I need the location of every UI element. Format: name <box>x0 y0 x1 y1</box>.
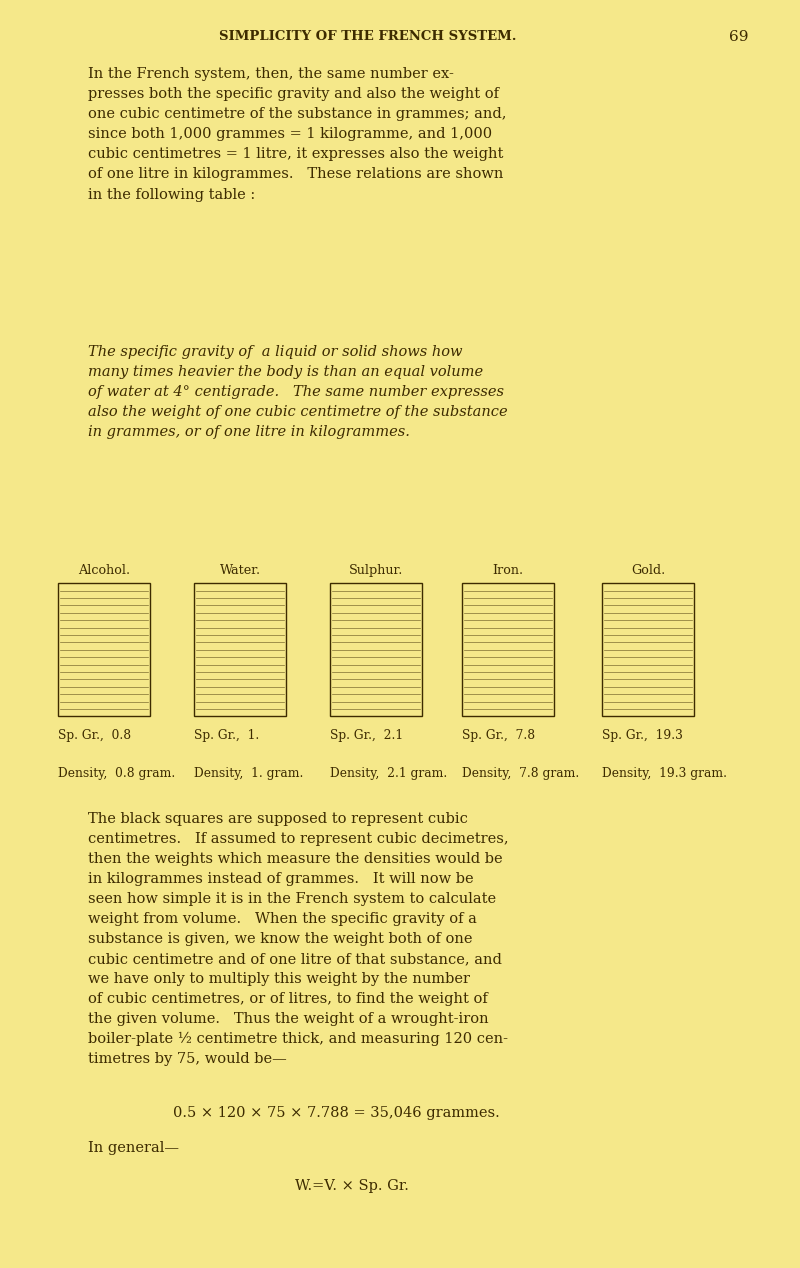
Text: SIMPLICITY OF THE FRENCH SYSTEM.: SIMPLICITY OF THE FRENCH SYSTEM. <box>219 30 517 43</box>
Text: Density,  19.3 gram.: Density, 19.3 gram. <box>602 767 727 780</box>
Text: Density,  0.8 gram.: Density, 0.8 gram. <box>58 767 175 780</box>
Bar <box>58 583 150 716</box>
Text: Sp. Gr.,  19.3: Sp. Gr., 19.3 <box>602 729 683 742</box>
Bar <box>194 583 286 716</box>
Text: 69: 69 <box>729 30 748 44</box>
Text: Gold.: Gold. <box>631 564 665 577</box>
Text: Sulphur.: Sulphur. <box>349 564 403 577</box>
Bar <box>330 583 422 716</box>
Text: The specific gravity of  a liquid or solid shows how
many times heavier the body: The specific gravity of a liquid or soli… <box>88 345 508 439</box>
Text: Density,  2.1 gram.: Density, 2.1 gram. <box>330 767 447 780</box>
Text: In the French system, then, the same number ex-
presses both the specific gravit: In the French system, then, the same num… <box>88 67 506 202</box>
Text: 0.5 × 120 × 75 × 7.788 = 35,046 grammes.: 0.5 × 120 × 75 × 7.788 = 35,046 grammes. <box>173 1106 499 1120</box>
Text: Iron.: Iron. <box>493 564 523 577</box>
Text: The black squares are supposed to represent cubic
centimetres.   If assumed to r: The black squares are supposed to repres… <box>88 812 509 1066</box>
Text: Sp. Gr.,  7.8: Sp. Gr., 7.8 <box>462 729 535 742</box>
Text: Sp. Gr.,  0.8: Sp. Gr., 0.8 <box>58 729 131 742</box>
Text: Density,  1. gram.: Density, 1. gram. <box>194 767 303 780</box>
Text: In general—: In general— <box>88 1141 179 1155</box>
Text: Water.: Water. <box>219 564 261 577</box>
Text: Density,  7.8 gram.: Density, 7.8 gram. <box>462 767 579 780</box>
Text: Sp. Gr.,  1.: Sp. Gr., 1. <box>194 729 259 742</box>
Text: Sp. Gr.,  2.1: Sp. Gr., 2.1 <box>330 729 403 742</box>
Bar <box>602 583 694 716</box>
Text: W.=V. × Sp. Gr.: W.=V. × Sp. Gr. <box>295 1179 409 1193</box>
Text: Alcohol.: Alcohol. <box>78 564 130 577</box>
Bar <box>462 583 554 716</box>
